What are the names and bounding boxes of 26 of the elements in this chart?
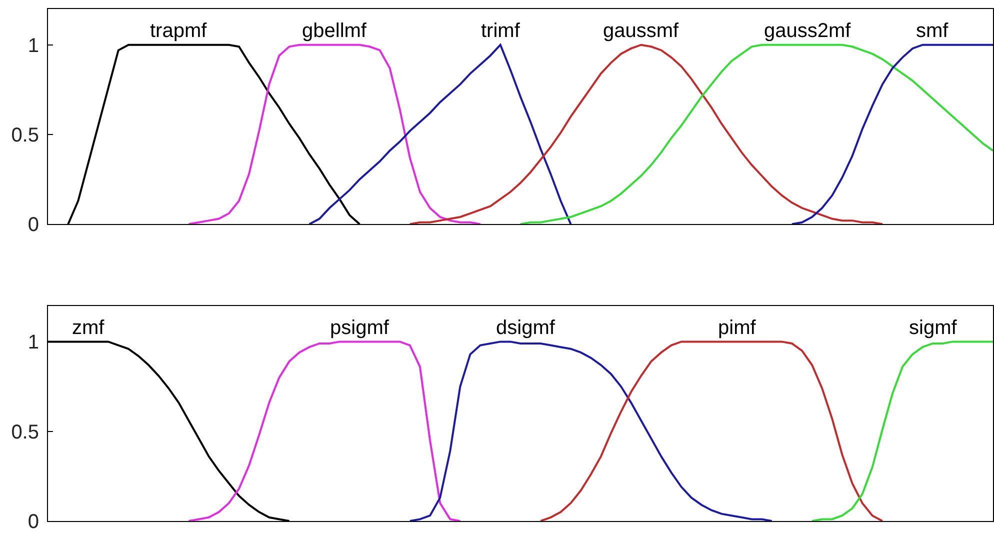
series-label: gbellmf xyxy=(302,20,367,42)
series-label: trapmf xyxy=(150,20,208,42)
line-series xyxy=(790,44,993,224)
line-series xyxy=(520,44,993,224)
series-label: gauss2mf xyxy=(764,20,852,42)
series-label: dsigmf xyxy=(496,317,556,339)
series-label: smf xyxy=(916,20,949,42)
series-label: trimf xyxy=(481,20,520,42)
series-label: psigmf xyxy=(330,317,390,339)
series-label: zmf xyxy=(72,317,105,339)
series-label: pimf xyxy=(718,317,756,339)
line-series xyxy=(188,340,462,521)
y-tick-label: 0.5 xyxy=(11,421,39,444)
line-series xyxy=(188,44,482,224)
y-tick-label: 0.5 xyxy=(11,124,39,147)
line-series xyxy=(408,340,773,521)
series-label: gaussmf xyxy=(603,20,680,42)
y-tick-label: 0 xyxy=(28,214,39,236)
line-series xyxy=(408,44,884,224)
series-label: sigmf xyxy=(909,317,958,339)
line-series xyxy=(540,340,884,521)
y-tick-label: 1 xyxy=(28,34,39,57)
y-tick-label: 0 xyxy=(28,511,39,533)
line-series xyxy=(811,340,993,521)
y-tick-label: 1 xyxy=(28,332,39,354)
line-series xyxy=(308,44,572,224)
